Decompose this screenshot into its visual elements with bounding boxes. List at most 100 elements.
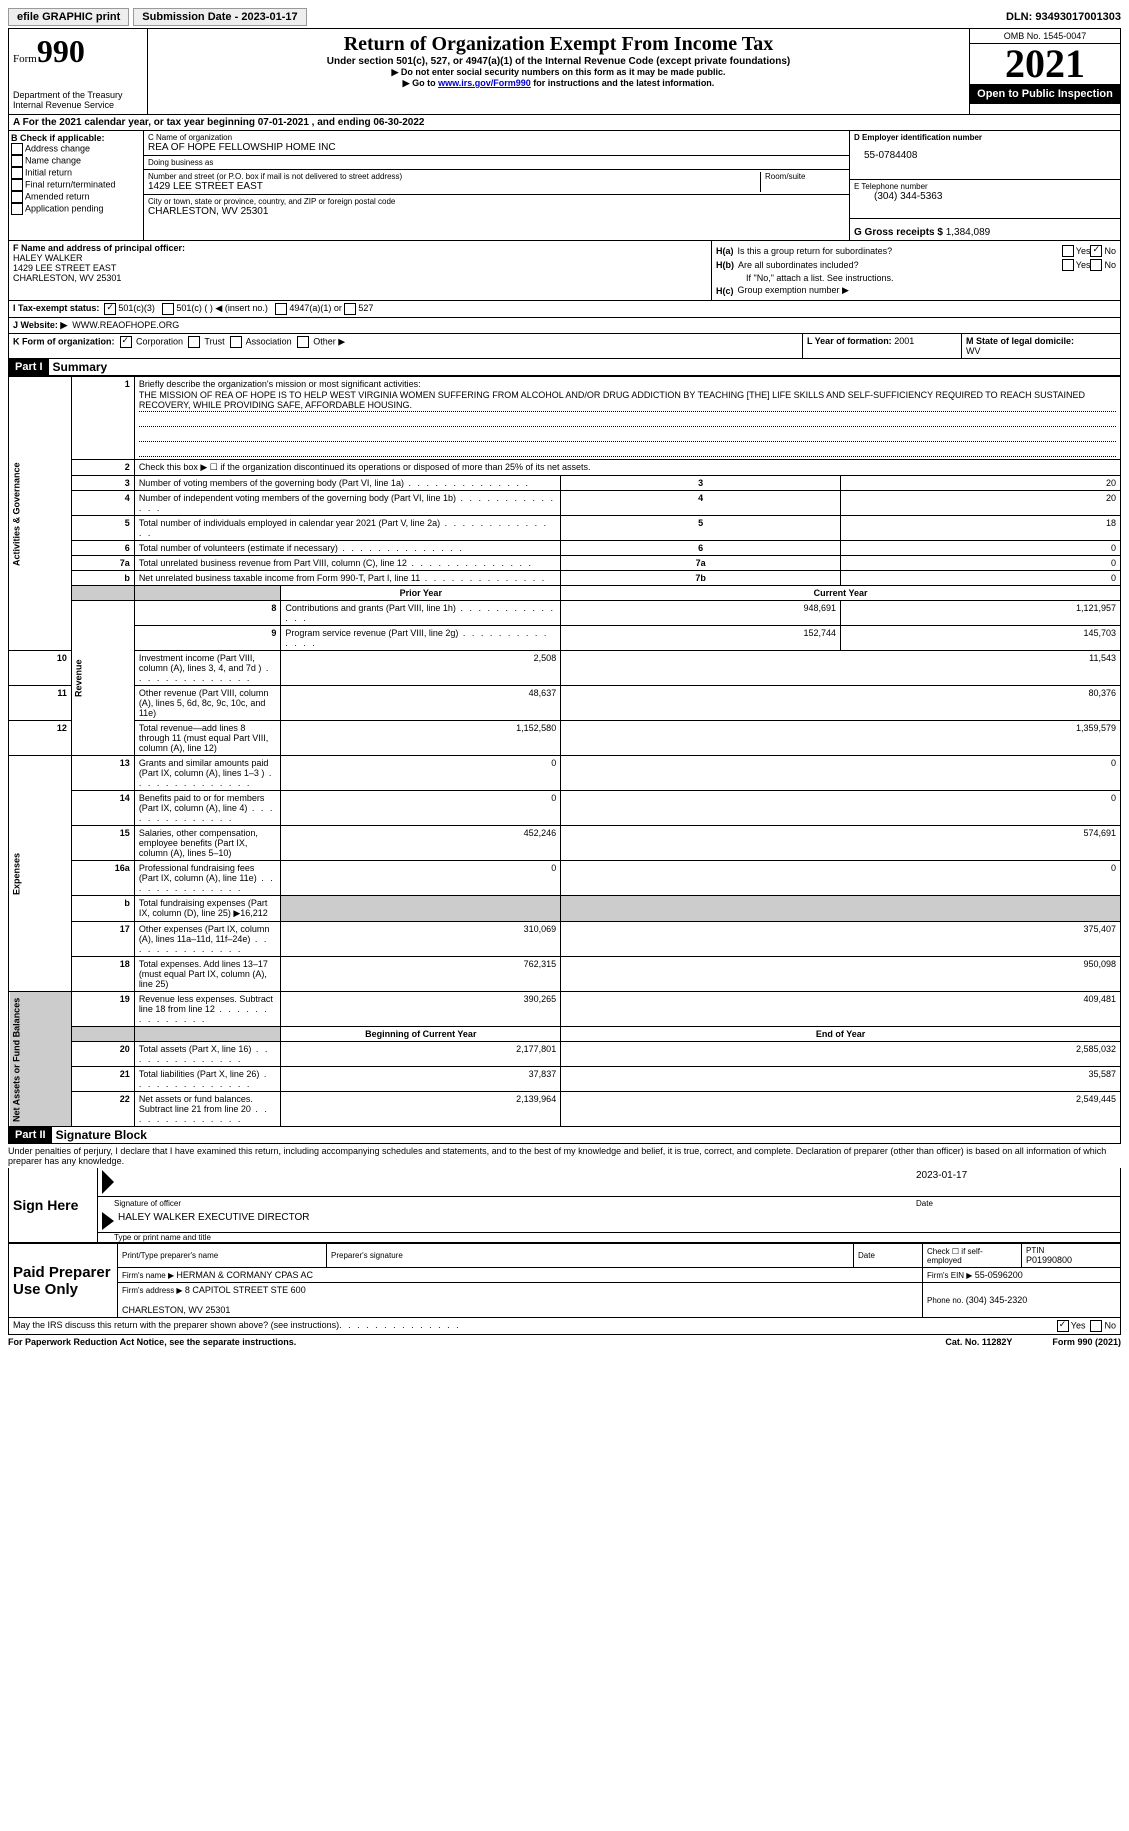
hb-no[interactable] — [1090, 259, 1102, 271]
c-name-lbl: C Name of organization — [148, 133, 845, 142]
q2: Check this box ▶ ☐ if the organization d… — [134, 460, 1120, 476]
mission: THE MISSION OF REA OF HOPE IS TO HELP WE… — [139, 389, 1116, 412]
r3v: 20 — [841, 476, 1121, 491]
i-501c[interactable] — [162, 303, 174, 315]
ha-no[interactable] — [1090, 245, 1102, 257]
pc4: Check ☐ if self-employed — [923, 1244, 1022, 1268]
hb-yes[interactable] — [1062, 259, 1074, 271]
city-lbl: City or town, state or province, country… — [148, 197, 845, 206]
part2-hdr: Part II — [9, 1127, 52, 1143]
r22: Net assets or fund balances. Subtract li… — [139, 1094, 253, 1114]
ptin: P01990800 — [1026, 1255, 1116, 1265]
k-trust[interactable] — [188, 336, 200, 348]
sig-name-lbl: Type or print name and title — [98, 1233, 1120, 1242]
i-527[interactable] — [344, 303, 356, 315]
hdr-note2: ▶ Go to www.irs.gov/Form990 for instruct… — [152, 78, 965, 89]
sign-here: Sign Here — [9, 1168, 98, 1242]
r10: Investment income (Part VIII, column (A)… — [139, 653, 262, 673]
hdr-sub: Under section 501(c), 527, or 4947(a)(1)… — [152, 56, 965, 67]
sig-arrow-icon — [102, 1170, 114, 1194]
foot-b: Cat. No. 11282Y — [945, 1337, 1012, 1347]
faddr-lbl: Firm's address ▶ — [122, 1286, 185, 1295]
sig-name: HALEY WALKER EXECUTIVE DIRECTOR — [118, 1212, 310, 1230]
decl: Under penalties of perjury, I declare th… — [8, 1144, 1121, 1168]
period: A For the 2021 calendar year, or tax yea… — [9, 115, 429, 130]
part1-title: Summary — [53, 360, 108, 374]
r15: Salaries, other compensation, employee b… — [139, 828, 258, 858]
phone: (304) 344-5363 — [874, 191, 1116, 202]
chk-init[interactable] — [11, 167, 23, 179]
chk-addr[interactable] — [11, 143, 23, 155]
irsq-no[interactable] — [1090, 1320, 1102, 1332]
r3: Number of voting members of the governin… — [139, 478, 404, 488]
year: 2021 — [970, 44, 1120, 84]
ha: Is this a group return for subordinates? — [738, 246, 1062, 256]
officer-name: HALEY WALKER — [13, 253, 83, 263]
r16a: Professional fundraising fees (Part IX, … — [139, 863, 257, 883]
dba-lbl: Doing business as — [148, 158, 845, 167]
r7av: 0 — [841, 556, 1121, 571]
room-lbl: Room/suite — [765, 172, 845, 181]
r4v: 20 — [841, 491, 1121, 516]
r11: Other revenue (Part VIII, column (A), li… — [139, 688, 269, 718]
r8py: 948,691 — [561, 601, 841, 626]
prep-table: Paid Preparer Use Only Print/Type prepar… — [8, 1243, 1121, 1318]
b-lbl: B Check if applicable: — [11, 133, 141, 143]
k-assoc[interactable] — [230, 336, 242, 348]
chk-amend[interactable] — [11, 191, 23, 203]
vlabel-act: Activities & Governance — [9, 377, 72, 651]
open-pub: Open to Public Inspection — [970, 84, 1120, 104]
k-corp[interactable] — [120, 336, 132, 348]
r7b: Net unrelated business taxable income fr… — [139, 573, 420, 583]
foot-a: For Paperwork Reduction Act Notice, see … — [8, 1337, 296, 1347]
hdr-title: Return of Organization Exempt From Incom… — [152, 33, 965, 56]
irs-link[interactable]: www.irs.gov/Form990 — [438, 78, 531, 88]
ph: (304) 345-2320 — [966, 1295, 1028, 1305]
paid-lbl: Paid Preparer Use Only — [9, 1244, 118, 1318]
hb: Are all subordinates included? — [738, 260, 1062, 270]
officer-addr: 1429 LEE STREET EAST CHARLESTON, WV 2530… — [13, 263, 121, 283]
ha-yes[interactable] — [1062, 245, 1074, 257]
r20: Total assets (Part X, line 16) — [139, 1044, 252, 1054]
i-501c3[interactable] — [104, 303, 116, 315]
r7bv: 0 — [841, 571, 1121, 586]
website: WWW.REAOFHOPE.ORG — [72, 320, 179, 331]
dept: Department of the Treasury Internal Reve… — [13, 90, 143, 110]
ein-lbl: Firm's EIN ▶ — [927, 1271, 975, 1280]
org-name: REA OF HOPE FELLOWSHIP HOME INC — [148, 142, 845, 153]
d-lbl: D Employer identification number — [854, 133, 1116, 142]
vlabel-rev: Revenue — [71, 601, 134, 756]
part1-hdr: Part I — [9, 359, 49, 375]
r8: Contributions and grants (Part VIII, lin… — [285, 603, 456, 613]
irsq-yes[interactable] — [1057, 1320, 1069, 1332]
i-4947[interactable] — [275, 303, 287, 315]
k-other[interactable] — [297, 336, 309, 348]
col-d: D Employer identification number 55-07844… — [850, 131, 1120, 240]
chk-name[interactable] — [11, 155, 23, 167]
firm: HERMAN & CORMANY CPAS AC — [176, 1270, 313, 1280]
l-val: 2001 — [894, 336, 914, 346]
hdr-right: OMB No. 1545-0047 2021 Open to Public In… — [969, 29, 1120, 114]
dln: DLN: 93493017001303 — [1006, 11, 1121, 23]
subdate-btn[interactable]: Submission Date - 2023-01-17 — [133, 8, 306, 26]
hdr-left: Form990 Department of the Treasury Inter… — [9, 29, 148, 114]
q1: Briefly describe the organization's miss… — [139, 379, 421, 389]
r13: Grants and similar amounts paid (Part IX… — [139, 758, 269, 778]
chk-app[interactable] — [11, 203, 23, 215]
col-boy: Beginning of Current Year — [281, 1027, 561, 1042]
r18: Total expenses. Add lines 13–17 (must eq… — [139, 959, 268, 989]
sig-lbl: Signature of officer — [114, 1199, 916, 1208]
k-lbl: K Form of organization: — [13, 336, 115, 346]
efile-btn[interactable]: efile GRAPHIC print — [8, 8, 129, 26]
r5: Total number of individuals employed in … — [139, 518, 440, 528]
sig-arrow2-icon — [102, 1212, 114, 1230]
hb-note: If "No," attach a list. See instructions… — [746, 273, 1116, 283]
hdr-note1: ▶ Do not enter social security numbers o… — [152, 67, 965, 78]
r12: Total revenue—add lines 8 through 11 (mu… — [139, 723, 268, 753]
ein: 55-0784408 — [864, 150, 1116, 161]
r6v: 0 — [841, 541, 1121, 556]
chk-final[interactable] — [11, 179, 23, 191]
pc3: Date — [858, 1251, 918, 1260]
vlabel-net: Net Assets or Fund Balances — [9, 992, 72, 1127]
r16b: Total fundraising expenses (Part IX, col… — [139, 898, 268, 918]
